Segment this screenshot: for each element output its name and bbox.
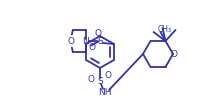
Text: O: O (94, 28, 101, 37)
Text: O: O (104, 72, 111, 81)
Text: O: O (88, 76, 95, 84)
Text: O: O (171, 49, 178, 59)
Text: CH₃: CH₃ (157, 25, 172, 33)
Text: O: O (67, 37, 74, 45)
Text: N: N (82, 37, 89, 45)
Text: S: S (97, 77, 103, 85)
Text: NH: NH (98, 88, 112, 96)
Text: S: S (97, 37, 103, 47)
Text: O: O (88, 43, 95, 51)
